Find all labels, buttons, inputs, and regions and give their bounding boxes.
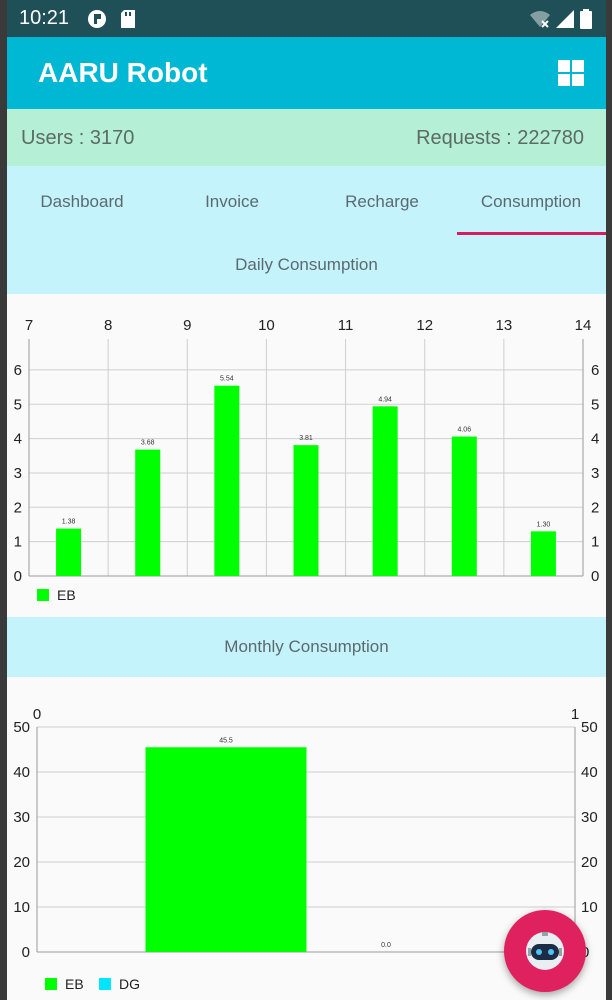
daily-data-label: 4.94 — [378, 396, 392, 403]
robot-icon — [526, 932, 564, 970]
app-notification-icon — [88, 10, 106, 28]
daily-consumption-header: Daily Consumption — [7, 236, 606, 294]
daily-data-label: 3.68 — [141, 440, 155, 447]
status-bar: 10:21 — [7, 0, 606, 37]
monthly-consumption-header: Monthly Consumption — [7, 617, 606, 677]
daily-y-tick-left: 3 — [14, 465, 22, 482]
daily-y-tick-right: 0 — [591, 568, 599, 585]
app-bar: AARU Robot — [7, 37, 606, 109]
monthly-y-tick-left: 10 — [13, 899, 30, 916]
daily-data-label: 1.38 — [62, 519, 76, 526]
monthly-bar — [145, 747, 307, 952]
daily-bar — [530, 531, 556, 576]
robot-assistant-button[interactable] — [504, 910, 586, 992]
tab-bar: Dashboard Invoice Recharge Consumption — [7, 166, 606, 236]
tab-dashboard[interactable]: Dashboard — [40, 192, 124, 211]
daily-y-tick-right: 3 — [591, 465, 599, 482]
daily-bar — [56, 528, 82, 576]
monthly-y-tick-right: 10 — [581, 899, 598, 916]
monthly-y-tick-left: 50 — [13, 719, 30, 736]
monthly-y-tick-right: 30 — [581, 809, 598, 826]
daily-y-tick-right: 5 — [591, 396, 599, 413]
monthly-y-tick-right: 40 — [581, 764, 598, 781]
daily-y-tick-right: 4 — [591, 431, 599, 448]
daily-y-tick-right: 6 — [591, 362, 599, 379]
daily-legend-label: EB — [57, 587, 76, 603]
daily-chart-area: 7 8 9 10 11 12 13 14 0 0 1 1 2 2 3 3 4 4 5 5 6 6 1.38 3.68 5.54 3… — [7, 294, 606, 617]
daily-y-tick-left: 1 — [14, 534, 22, 551]
daily-bar — [451, 436, 477, 576]
signal-icon — [556, 10, 574, 28]
daily-data-label: 5.54 — [220, 376, 234, 383]
monthly-y-tick-left: 30 — [13, 809, 30, 826]
daily-data-label: 4.06 — [457, 427, 471, 434]
daily-bar — [135, 449, 161, 576]
daily-y-tick-right: 2 — [591, 499, 599, 516]
daily-x-tick: 14 — [575, 317, 592, 334]
daily-data-label: 1.30 — [537, 521, 551, 528]
monthly-data-label: 0.0 — [381, 942, 391, 949]
daily-bar — [214, 385, 240, 576]
monthly-legend-label: EB — [65, 976, 84, 992]
app-title: AARU Robot — [38, 57, 208, 88]
battery-icon — [580, 9, 592, 29]
daily-x-tick: 9 — [183, 317, 191, 334]
daily-bar — [293, 445, 319, 576]
daily-x-tick: 8 — [104, 317, 112, 334]
daily-x-tick: 7 — [25, 317, 33, 334]
monthly-x-tick: 1 — [571, 706, 579, 723]
daily-legend-swatch — [37, 589, 49, 601]
active-tab-indicator — [457, 232, 606, 235]
monthly-y-tick-right: 50 — [581, 719, 598, 736]
daily-bar — [372, 406, 398, 576]
monthly-y-tick-left: 40 — [13, 764, 30, 781]
tab-consumption[interactable]: Consumption — [480, 192, 582, 211]
daily-y-tick-left: 0 — [14, 568, 22, 585]
daily-y-tick-left: 6 — [14, 362, 22, 379]
daily-x-tick: 13 — [496, 317, 513, 334]
daily-x-tick: 10 — [258, 317, 275, 334]
grid-icon[interactable] — [558, 60, 584, 86]
requests-count: Requests : 222780 — [416, 127, 584, 149]
daily-data-label: 3.81 — [299, 435, 313, 442]
monthly-x-tick: 0 — [33, 706, 41, 723]
wifi-off-icon — [530, 11, 550, 28]
sd-card-icon — [121, 10, 135, 28]
monthly-data-label: 45.5 — [219, 737, 233, 744]
stats-bar: Users : 3170 Requests : 222780 — [7, 109, 606, 166]
tab-recharge[interactable]: Recharge — [345, 192, 419, 211]
status-time: 10:21 — [19, 7, 70, 29]
daily-y-tick-right: 1 — [591, 534, 599, 551]
app-screen: 10:21 AARU Robot Users : 3170 Requests :… — [7, 0, 606, 1000]
tab-invoice[interactable]: Invoice — [205, 192, 259, 211]
monthly-y-tick-right: 20 — [581, 854, 598, 871]
daily-consumption-chart: 7 8 9 10 11 12 13 140 01 12 23 34 45 56 61.383.685.543… — [14, 317, 600, 603]
monthly-legend-label: DG — [119, 976, 140, 992]
monthly-legend-swatch — [45, 978, 57, 990]
daily-y-tick-left: 2 — [14, 499, 22, 516]
daily-y-tick-left: 5 — [14, 396, 22, 413]
users-count: Users : 3170 — [21, 127, 135, 149]
monthly-y-tick-left: 0 — [22, 944, 30, 961]
monthly-y-tick-left: 20 — [13, 854, 30, 871]
daily-x-tick: 11 — [338, 317, 354, 334]
monthly-legend-swatch — [99, 978, 111, 990]
daily-x-tick: 12 — [416, 317, 433, 334]
daily-y-tick-left: 4 — [14, 431, 22, 448]
